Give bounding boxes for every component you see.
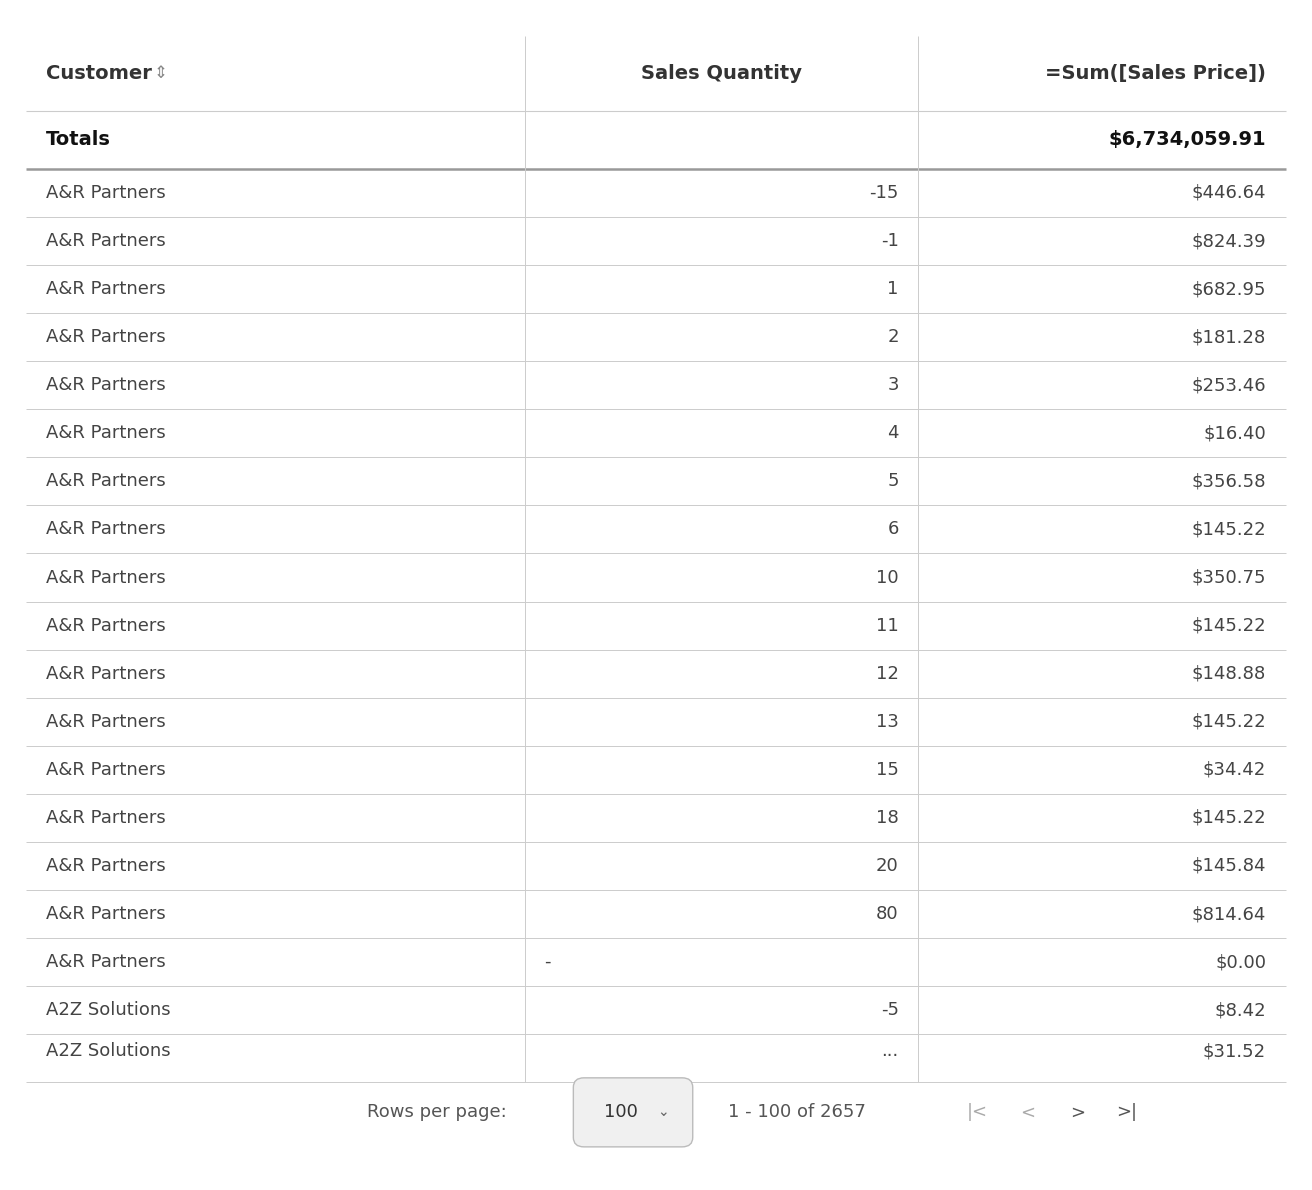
Text: A&R Partners: A&R Partners [46, 906, 165, 923]
Text: ⇕: ⇕ [154, 64, 168, 82]
Text: A&R Partners: A&R Partners [46, 280, 165, 298]
Text: |<: |< [967, 1103, 988, 1121]
Text: $253.46: $253.46 [1191, 376, 1266, 394]
Text: A&R Partners: A&R Partners [46, 713, 165, 731]
Text: A&R Partners: A&R Partners [46, 232, 165, 250]
Text: Rows per page:: Rows per page: [367, 1103, 508, 1121]
Text: -: - [544, 953, 551, 971]
Text: 2: 2 [887, 328, 899, 346]
Text: 13: 13 [876, 713, 899, 731]
Text: 1 - 100 of 2657: 1 - 100 of 2657 [728, 1103, 866, 1121]
Text: 20: 20 [876, 857, 899, 875]
Text: 5: 5 [887, 472, 899, 490]
Text: A&R Partners: A&R Partners [46, 809, 165, 827]
Text: $145.22: $145.22 [1191, 713, 1266, 731]
Text: $31.52: $31.52 [1203, 1042, 1266, 1060]
Text: A&R Partners: A&R Partners [46, 184, 165, 202]
Text: $148.88: $148.88 [1191, 665, 1266, 683]
Text: >|: >| [1117, 1103, 1138, 1121]
Text: 4: 4 [887, 425, 899, 443]
Text: $446.64: $446.64 [1191, 184, 1266, 202]
Text: A2Z Solutions: A2Z Solutions [46, 1001, 171, 1019]
Text: 18: 18 [876, 809, 899, 827]
Text: 12: 12 [876, 665, 899, 683]
Text: Sales Quantity: Sales Quantity [642, 64, 802, 83]
Text: $145.84: $145.84 [1191, 857, 1266, 875]
Text: A&R Partners: A&R Partners [46, 425, 165, 443]
Text: A&R Partners: A&R Partners [46, 569, 165, 587]
Text: $6,734,059.91: $6,734,059.91 [1109, 131, 1266, 150]
Text: A&R Partners: A&R Partners [46, 665, 165, 683]
Text: A&R Partners: A&R Partners [46, 376, 165, 394]
Text: $350.75: $350.75 [1191, 569, 1266, 587]
Text: A&R Partners: A&R Partners [46, 616, 165, 634]
Text: $356.58: $356.58 [1191, 472, 1266, 490]
Text: $0.00: $0.00 [1215, 953, 1266, 971]
Text: $824.39: $824.39 [1191, 232, 1266, 250]
Text: $181.28: $181.28 [1191, 328, 1266, 346]
Text: A&R Partners: A&R Partners [46, 472, 165, 490]
Text: A&R Partners: A&R Partners [46, 857, 165, 875]
Text: =Sum([Sales Price]): =Sum([Sales Price]) [1046, 64, 1266, 83]
Text: 6: 6 [887, 520, 899, 538]
Text: A&R Partners: A&R Partners [46, 520, 165, 538]
Text: $34.42: $34.42 [1203, 760, 1266, 778]
Text: -15: -15 [870, 184, 899, 202]
Text: A&R Partners: A&R Partners [46, 328, 165, 346]
Text: $145.22: $145.22 [1191, 520, 1266, 538]
Text: 80: 80 [876, 906, 899, 923]
Text: 1: 1 [887, 280, 899, 298]
Text: A&R Partners: A&R Partners [46, 953, 165, 971]
Text: >: > [1069, 1103, 1085, 1121]
Text: $8.42: $8.42 [1215, 1001, 1266, 1019]
Text: -1: -1 [880, 232, 899, 250]
Text: ...: ... [882, 1042, 899, 1060]
Text: 100: 100 [605, 1103, 638, 1121]
Text: Customer: Customer [46, 64, 152, 83]
Text: <: < [1019, 1103, 1035, 1121]
Text: A2Z Solutions: A2Z Solutions [46, 1042, 171, 1060]
Text: A&R Partners: A&R Partners [46, 760, 165, 778]
Text: $682.95: $682.95 [1191, 280, 1266, 298]
Text: -5: -5 [880, 1001, 899, 1019]
FancyBboxPatch shape [573, 1078, 693, 1147]
Text: 10: 10 [876, 569, 899, 587]
Text: 11: 11 [876, 616, 899, 634]
Text: $16.40: $16.40 [1203, 425, 1266, 443]
Text: Totals: Totals [46, 131, 110, 150]
Text: $145.22: $145.22 [1191, 616, 1266, 634]
Text: 15: 15 [876, 760, 899, 778]
Text: ⌄: ⌄ [657, 1106, 668, 1120]
Text: $814.64: $814.64 [1191, 906, 1266, 923]
Text: 3: 3 [887, 376, 899, 394]
Text: $145.22: $145.22 [1191, 809, 1266, 827]
